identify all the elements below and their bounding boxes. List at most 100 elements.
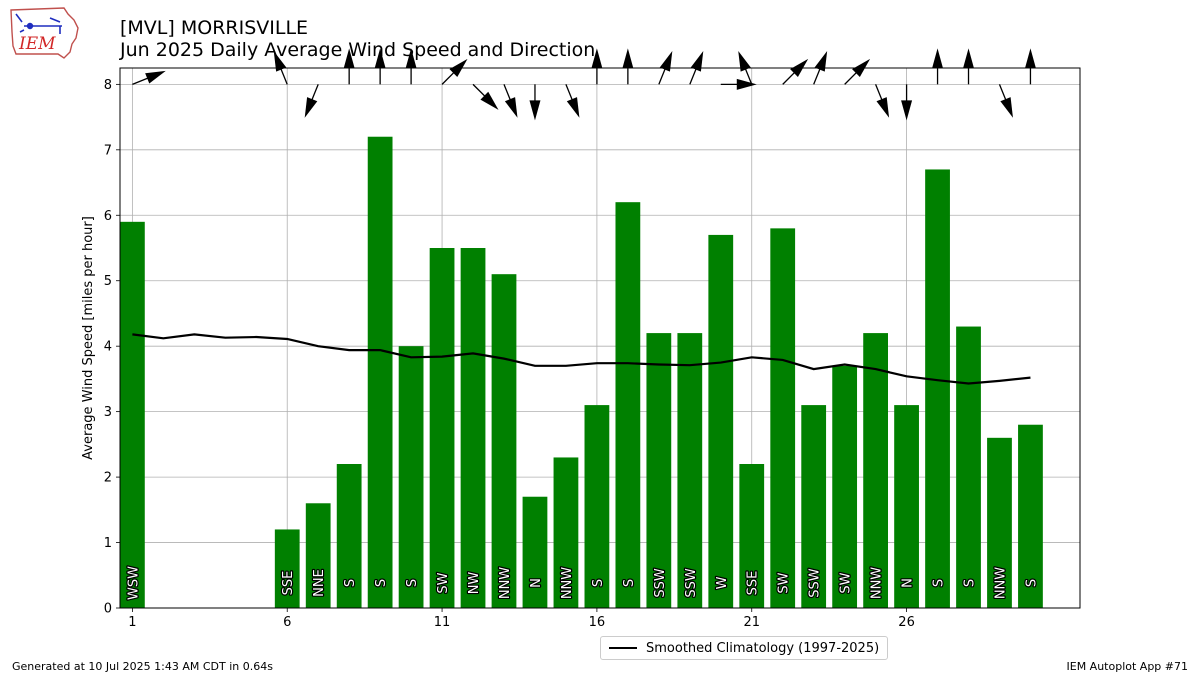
direction-label-day-29: NNW (993, 567, 1008, 599)
climatology-line (132, 333, 1031, 385)
y-tick-label: 5 (104, 274, 112, 289)
bar-day-11 (429, 248, 455, 608)
wind-arrow-head (622, 48, 634, 69)
bar-day-29 (987, 437, 1012, 608)
wind-arrow-head (1024, 48, 1036, 69)
bar-day-28 (956, 326, 981, 608)
y-tick-label: 4 (104, 340, 112, 355)
wind-arrow-day-14 (529, 84, 541, 121)
bar-day-24 (832, 365, 858, 608)
y-tick-label: 6 (104, 209, 112, 224)
wind-arrow-day-30 (1024, 48, 1036, 85)
wind-arrow-head (1000, 97, 1013, 118)
wind-arrow-day-12 (472, 83, 499, 110)
bar-day-9 (367, 136, 393, 608)
wind-arrow-head (529, 100, 541, 121)
direction-label-day-16: S (591, 579, 606, 587)
bar-day-22 (770, 228, 796, 608)
wind-arrow-head (374, 48, 386, 69)
wind-arrow-day-6 (273, 50, 288, 85)
bar-day-18 (646, 333, 672, 608)
bar-day-26 (894, 405, 919, 608)
wind-arrow-head (876, 97, 890, 118)
bar-day-13 (491, 274, 517, 608)
footer-generated: Generated at 10 Jul 2025 1:43 AM CDT in … (12, 660, 273, 673)
bar-day-6 (274, 529, 300, 608)
bar-day-25 (863, 333, 888, 608)
wind-arrow-head (738, 50, 751, 72)
y-tick-label: 1 (104, 536, 112, 551)
wind-arrow-day-9 (374, 48, 386, 85)
wind-arrow-day-29 (998, 84, 1013, 118)
bar-day-15 (553, 457, 579, 608)
bar-day-14 (522, 496, 548, 608)
wind-arrow-day-19 (689, 50, 704, 85)
direction-label-day-1: WSW (126, 566, 141, 600)
direction-label-day-24: SW (839, 572, 854, 593)
wind-arrow-head (901, 100, 913, 121)
x-tick-label: 26 (898, 615, 915, 630)
bar-day-27 (925, 169, 950, 609)
y-axis-label: Average Wind Speed [miles per hour] (81, 216, 96, 460)
bar-day-16 (584, 405, 610, 608)
bar-day-17 (615, 202, 641, 608)
wind-arrow-day-7 (304, 84, 319, 118)
wind-arrow-day-17 (622, 48, 634, 85)
wind-arrow-head (566, 97, 580, 118)
bar-day-30 (1018, 424, 1043, 608)
wind-arrow-head (591, 48, 603, 69)
direction-label-day-8: S (343, 579, 358, 587)
wind-arrow-day-27 (932, 48, 944, 85)
direction-label-day-27: S (932, 579, 947, 587)
logo-text: IEM (18, 34, 56, 54)
direction-label-day-7: NNE (312, 569, 327, 597)
direction-labels: WSW SSE NNE S S S SW NW NNW N NNW S S SSW SSW W SSE SW SSW… (125, 565, 1040, 602)
direction-label-day-14: N (529, 578, 544, 588)
wind-arrow-day-13 (503, 84, 518, 118)
wind-arrow-day-22 (782, 58, 809, 85)
direction-label-day-25: NNW (870, 567, 885, 599)
legend-line-swatch (609, 647, 637, 649)
wind-speed-bars (120, 136, 1043, 609)
wind-arrow-day-15 (565, 84, 580, 118)
bar-day-8 (336, 464, 362, 608)
wind-arrow-head (963, 48, 975, 69)
bar-day-23 (801, 405, 827, 608)
wind-arrow-day-28 (963, 48, 975, 85)
wind-arrow-day-25 (875, 84, 890, 118)
direction-label-day-12: NW (467, 572, 482, 595)
bar-day-7 (305, 503, 331, 608)
direction-label-day-6: SSE (281, 571, 296, 596)
direction-label-day-26: N (901, 578, 916, 588)
wind-arrow-head (690, 50, 704, 72)
wind-arrow-day-23 (813, 50, 828, 85)
chart-title: [MVL] MORRISVILLE (120, 17, 309, 39)
bar-day-10 (398, 346, 424, 608)
wind-arrow-head (480, 91, 499, 110)
bar-day-20 (708, 234, 734, 608)
wind-arrow-day-11 (441, 58, 468, 85)
wind-arrow-day-24 (844, 58, 871, 85)
bar-day-1 (120, 221, 145, 608)
direction-label-day-18: SSW (653, 568, 668, 598)
wind-arrow-head (145, 70, 166, 84)
wind-arrow-head (273, 50, 287, 72)
legend-label: Smoothed Climatology (1997-2025) (646, 640, 880, 656)
bar-day-12 (460, 248, 486, 608)
wind-arrow-day-1 (132, 70, 166, 85)
wind-arrow-head (504, 97, 518, 118)
climatology-line-group (132, 333, 1031, 385)
bar-day-19 (677, 333, 703, 608)
weather-station-icon (15, 13, 62, 34)
x-tick-label: 21 (743, 615, 760, 630)
direction-label-day-28: S (963, 579, 978, 587)
y-tick-label: 2 (104, 471, 112, 486)
direction-label-day-10: S (405, 579, 420, 587)
x-tick-label: 16 (589, 615, 606, 630)
direction-label-day-11: SW (436, 572, 451, 593)
direction-label-day-9: S (374, 579, 389, 587)
direction-label-day-15: NNW (560, 567, 575, 599)
x-tick-label: 1 (128, 615, 136, 630)
